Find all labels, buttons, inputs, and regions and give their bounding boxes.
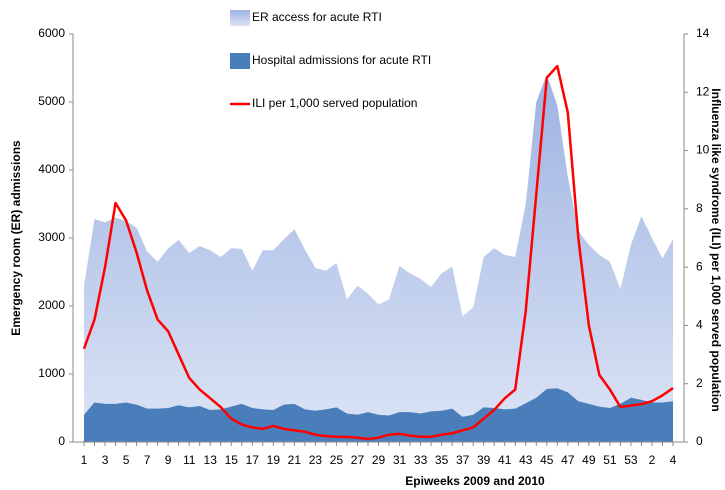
x-tick-label: 41 <box>498 453 512 467</box>
line <box>82 64 674 441</box>
x-tick-label: 2 <box>649 453 656 467</box>
x-tick-label: 47 <box>561 453 575 467</box>
legend-swatch <box>230 53 250 69</box>
y-tick-label: 3000 <box>38 230 65 244</box>
x-tick-label: 27 <box>351 453 365 467</box>
x-tick-label: 35 <box>435 453 449 467</box>
area <box>84 388 673 442</box>
x-tick-label: 13 <box>204 453 218 467</box>
x-tick-label: 49 <box>582 453 596 467</box>
y2-tick-label: 14 <box>696 26 710 40</box>
x-tick-label: 25 <box>330 453 344 467</box>
x-tick-label: 15 <box>225 453 239 467</box>
y2-tick-label: 2 <box>696 376 703 390</box>
x-tick-label: 7 <box>144 453 151 467</box>
y-axis-title: Emergency room (ER) admissions <box>9 140 23 336</box>
y2-tick-label: 6 <box>696 259 703 273</box>
x-tick-label: 43 <box>519 453 533 467</box>
x-tick-label: 39 <box>477 453 491 467</box>
y2-tick-label: 12 <box>696 84 710 98</box>
y-tick-label: 4000 <box>38 162 65 176</box>
y2-axis-title: Influenza like syndrome (ILI) per 1,000 … <box>709 88 723 411</box>
y-tick-label: 1000 <box>38 366 65 380</box>
y-tick-label: 0 <box>58 434 65 448</box>
y-tick-label: 5000 <box>38 94 65 108</box>
x-tick-label: 51 <box>603 453 617 467</box>
x-tick-label: 45 <box>540 453 554 467</box>
x-tick-label: 29 <box>372 453 386 467</box>
x-tick-label: 31 <box>393 453 407 467</box>
x-tick-label: 21 <box>288 453 302 467</box>
y2-tick-label: 0 <box>696 434 703 448</box>
x-tick-label: 9 <box>165 453 172 467</box>
y-tick-label: 6000 <box>38 26 65 40</box>
y-tick-label: 2000 <box>38 298 65 312</box>
y2-tick-label: 10 <box>696 143 710 157</box>
legend-label: ILI per 1,000 served population <box>252 96 417 110</box>
y2-tick-label: 8 <box>696 201 703 215</box>
x-tick-label: 53 <box>624 453 638 467</box>
x-tick-label: 23 <box>309 453 323 467</box>
x-tick-label: 19 <box>267 453 281 467</box>
x-tick-label: 11 <box>183 453 196 467</box>
legend-swatch <box>230 10 250 26</box>
x-tick-label: 4 <box>670 453 677 467</box>
x-tick-label: 5 <box>123 453 130 467</box>
legend-label: ER access for acute RTI <box>252 10 382 24</box>
x-tick-label: 33 <box>414 453 428 467</box>
x-tick-label: 17 <box>246 453 260 467</box>
y2-tick-label: 4 <box>696 318 703 332</box>
legend-label: Hospital admissions for acute RTI <box>252 53 431 67</box>
area <box>84 74 673 443</box>
x-tick-label: 37 <box>456 453 470 467</box>
x-tick-label: 3 <box>102 453 109 467</box>
x-axis-title: Epiweeks 2009 and 2010 <box>405 474 545 488</box>
x-tick-label: 1 <box>81 453 88 467</box>
